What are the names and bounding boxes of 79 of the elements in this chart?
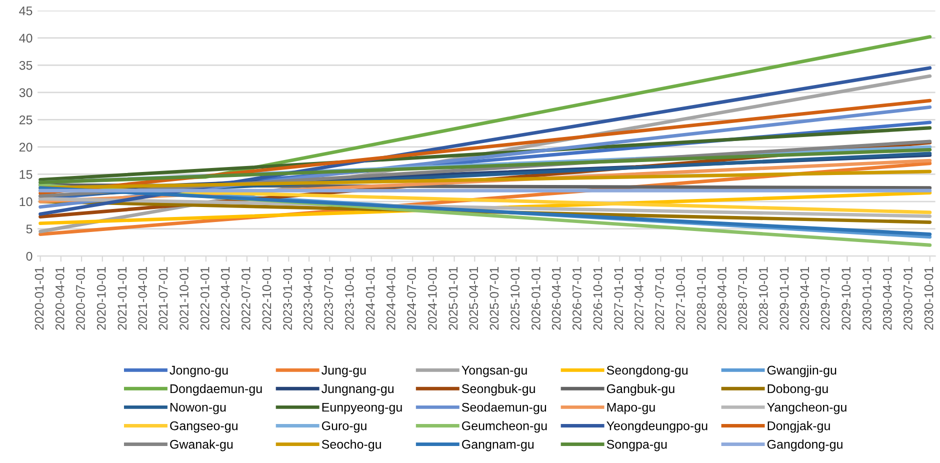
legend-label: Yangcheon-gu bbox=[767, 402, 846, 414]
legend-label: Seocho-gu bbox=[322, 440, 381, 452]
x-tick-label: 2029-04-01 bbox=[800, 267, 810, 330]
legend-label: Gangseo-gu bbox=[170, 421, 238, 433]
x-tick-label: 2021-04-01 bbox=[138, 267, 147, 330]
legend-label: Jongno-gu bbox=[170, 366, 228, 378]
x-tick-label: 2027-07-01 bbox=[655, 267, 664, 330]
x-tick-label: 2021-07-01 bbox=[158, 267, 168, 330]
x-tick-label: 2029-01-01 bbox=[780, 267, 789, 330]
legend-label: Gangnam-gu bbox=[462, 440, 534, 452]
y-tick-label: 45 bbox=[19, 6, 32, 16]
x-tick-label: 2025-01-01 bbox=[448, 267, 458, 330]
legend-label: Dobong-gu bbox=[768, 384, 828, 396]
legend-label: Nowon-gu bbox=[170, 402, 226, 414]
x-tick-label: 2024-10-01 bbox=[428, 267, 437, 330]
x-tick-label: 2028-07-01 bbox=[738, 267, 747, 330]
y-tick-label: 0 bbox=[26, 252, 32, 261]
y-tick-label: 15 bbox=[20, 170, 32, 179]
x-tick-label: 2022-04-01 bbox=[220, 267, 230, 330]
legend-label: Guro-gu bbox=[322, 421, 366, 433]
x-tick-label: 2020-04-01 bbox=[55, 267, 64, 330]
legend-label: Jungnang-gu bbox=[322, 384, 394, 396]
legend-label: Seongdong-gu bbox=[606, 365, 688, 378]
x-tick-label: 2023-04-01 bbox=[304, 267, 312, 330]
legend-label: Yongsan-gu bbox=[462, 366, 527, 378]
x-tick-label: 2030-04-01 bbox=[882, 267, 892, 330]
x-tick-label: 2030-07-01 bbox=[904, 267, 912, 330]
x-tick-label: 2027-01-01 bbox=[614, 267, 624, 330]
legend-label: Eunpyeong-gu bbox=[322, 402, 402, 414]
x-tick-label: 2025-04-01 bbox=[469, 267, 478, 330]
x-tick-label: 2021-10-01 bbox=[180, 267, 188, 330]
x-tick-label: 2030-10-01 bbox=[924, 267, 934, 330]
x-tick-label: 2028-04-01 bbox=[718, 267, 726, 330]
x-tick-label: 2024-07-01 bbox=[407, 267, 416, 330]
x-tick-label: 2025-10-01 bbox=[510, 267, 520, 330]
x-tick-label: 2023-07-01 bbox=[324, 267, 334, 330]
legend-label: Yeongdeungpo-gu bbox=[606, 421, 708, 433]
x-tick-label: 2026-10-01 bbox=[593, 267, 602, 330]
x-tick-label: 2020-07-01 bbox=[76, 267, 85, 330]
x-tick-label: 2022-10-01 bbox=[262, 267, 272, 330]
legend-label: Gangbuk-gu bbox=[606, 384, 674, 396]
x-tick-label: 2021-01-01 bbox=[118, 267, 127, 330]
x-tick-label: 2023-10-01 bbox=[345, 267, 354, 330]
x-tick-label: 2024-04-01 bbox=[386, 267, 396, 330]
legend-label: Songpa-gu bbox=[606, 440, 667, 452]
y-tick-label: 30 bbox=[19, 88, 32, 98]
x-tick-label: 2025-07-01 bbox=[490, 267, 499, 330]
x-tick-label: 2020-01-01 bbox=[34, 267, 44, 330]
y-tick-label: 10 bbox=[20, 197, 32, 206]
x-tick-label: 2026-07-01 bbox=[572, 267, 582, 330]
legend-label: Jung-gu bbox=[322, 366, 366, 378]
y-tick-label: 25 bbox=[19, 116, 32, 124]
x-tick-label: 2024-01-01 bbox=[366, 267, 375, 330]
legend-label: Gangdong-gu bbox=[767, 440, 842, 452]
x-tick-label: 2027-04-01 bbox=[634, 267, 644, 330]
legend-label: Seodaemun-gu bbox=[462, 402, 546, 414]
legend-label: Dongdaemun-gu bbox=[170, 384, 262, 396]
legend-label: Geumcheon-gu bbox=[462, 421, 547, 433]
x-tick-label: 2023-01-01 bbox=[283, 267, 292, 330]
x-tick-label: 2029-10-01 bbox=[842, 267, 851, 330]
legend-label: Gwanak-gu bbox=[170, 440, 233, 452]
legend-label: Dongjak-gu bbox=[768, 421, 830, 433]
x-tick-label: 2028-10-01 bbox=[758, 267, 768, 330]
x-tick-label: 2022-07-01 bbox=[241, 267, 250, 330]
x-tick-label: 2026-04-01 bbox=[552, 267, 561, 330]
y-tick-label: 40 bbox=[19, 34, 32, 43]
y-tick-label: 5 bbox=[26, 224, 32, 234]
x-tick-label: 2020-10-01 bbox=[96, 267, 106, 330]
x-tick-label: 2030-01-01 bbox=[862, 267, 872, 330]
y-tick-label: 20 bbox=[19, 142, 32, 152]
x-tick-label: 2022-01-01 bbox=[200, 267, 210, 330]
legend-label: Mapo-gu bbox=[607, 402, 655, 414]
x-tick-label: 2027-10-01 bbox=[676, 267, 685, 330]
x-tick-label: 2028-01-01 bbox=[696, 267, 706, 330]
x-tick-label: 2026-01-01 bbox=[531, 267, 540, 330]
legend-label: Gwangjin-gu bbox=[767, 365, 836, 378]
x-tick-label: 2029-07-01 bbox=[820, 267, 830, 330]
y-tick-label: 35 bbox=[19, 60, 32, 70]
legend-label: Seongbuk-gu bbox=[462, 384, 535, 396]
